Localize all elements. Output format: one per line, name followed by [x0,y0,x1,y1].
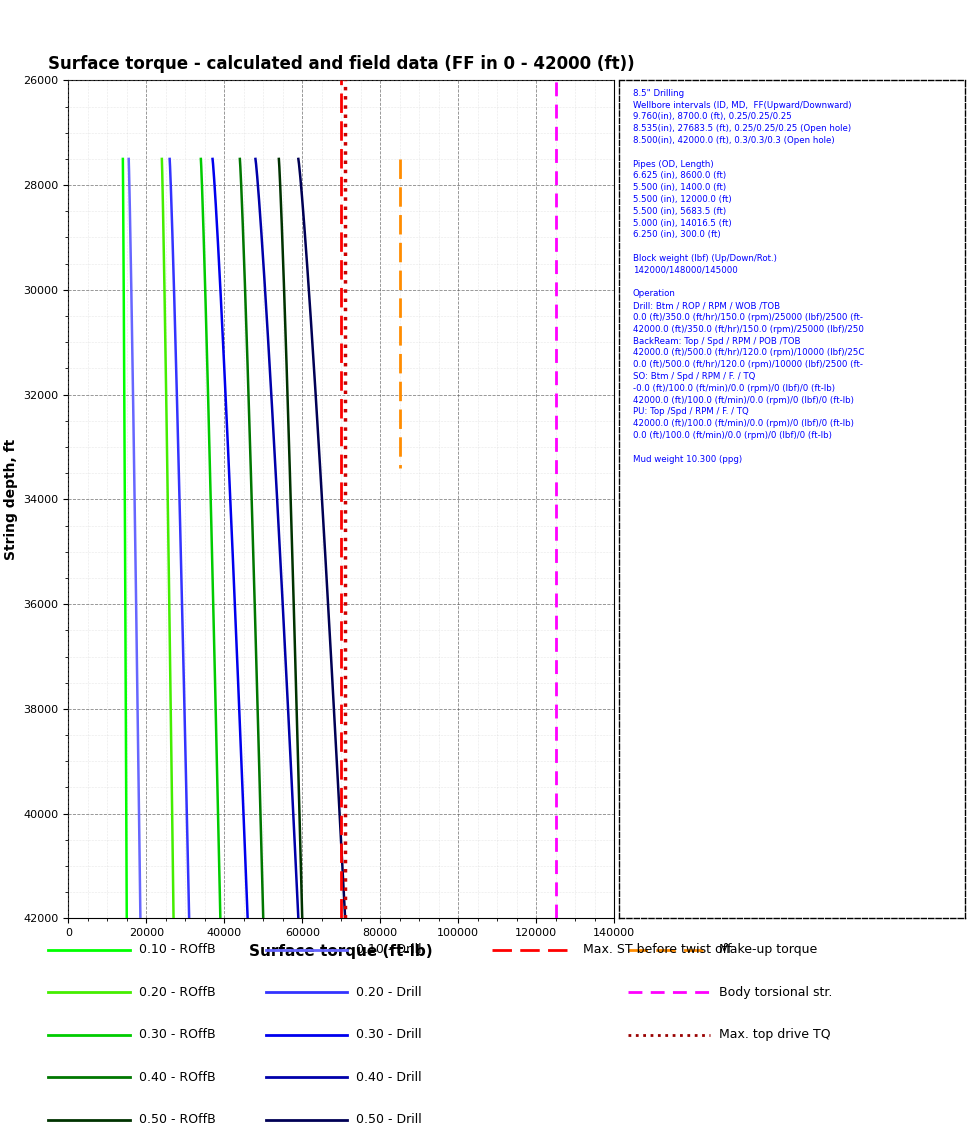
Text: 0.20 - Drill: 0.20 - Drill [357,986,422,999]
X-axis label: Surface torque (ft-lb): Surface torque (ft-lb) [250,944,433,959]
Text: Make-up torque: Make-up torque [720,944,817,956]
Text: 0.40 - ROffB: 0.40 - ROffB [138,1071,215,1084]
Text: 0.10 - Drill: 0.10 - Drill [357,944,422,956]
Text: 8.5" Drilling
Wellbore intervals (ID, MD,  FF(Upward/Downward)
9.760(in), 8700.0: 8.5" Drilling Wellbore intervals (ID, MD… [633,88,865,464]
Text: 0.40 - Drill: 0.40 - Drill [357,1071,422,1084]
Text: Max. top drive TQ: Max. top drive TQ [720,1029,831,1041]
Text: Max. ST before twist off: Max. ST before twist off [583,944,731,956]
Title: Surface torque - calculated and field data (FF in 0 - 42000 (ft)): Surface torque - calculated and field da… [48,55,635,73]
Text: 0.50 - Drill: 0.50 - Drill [357,1114,422,1126]
Y-axis label: String depth, ft: String depth, ft [4,439,18,560]
Text: Body torsional str.: Body torsional str. [720,986,833,999]
Text: 0.30 - Drill: 0.30 - Drill [357,1029,422,1041]
Text: 0.20 - ROffB: 0.20 - ROffB [138,986,215,999]
Text: 0.30 - ROffB: 0.30 - ROffB [138,1029,215,1041]
Text: 0.50 - ROffB: 0.50 - ROffB [138,1114,215,1126]
Text: 0.10 - ROffB: 0.10 - ROffB [138,944,215,956]
